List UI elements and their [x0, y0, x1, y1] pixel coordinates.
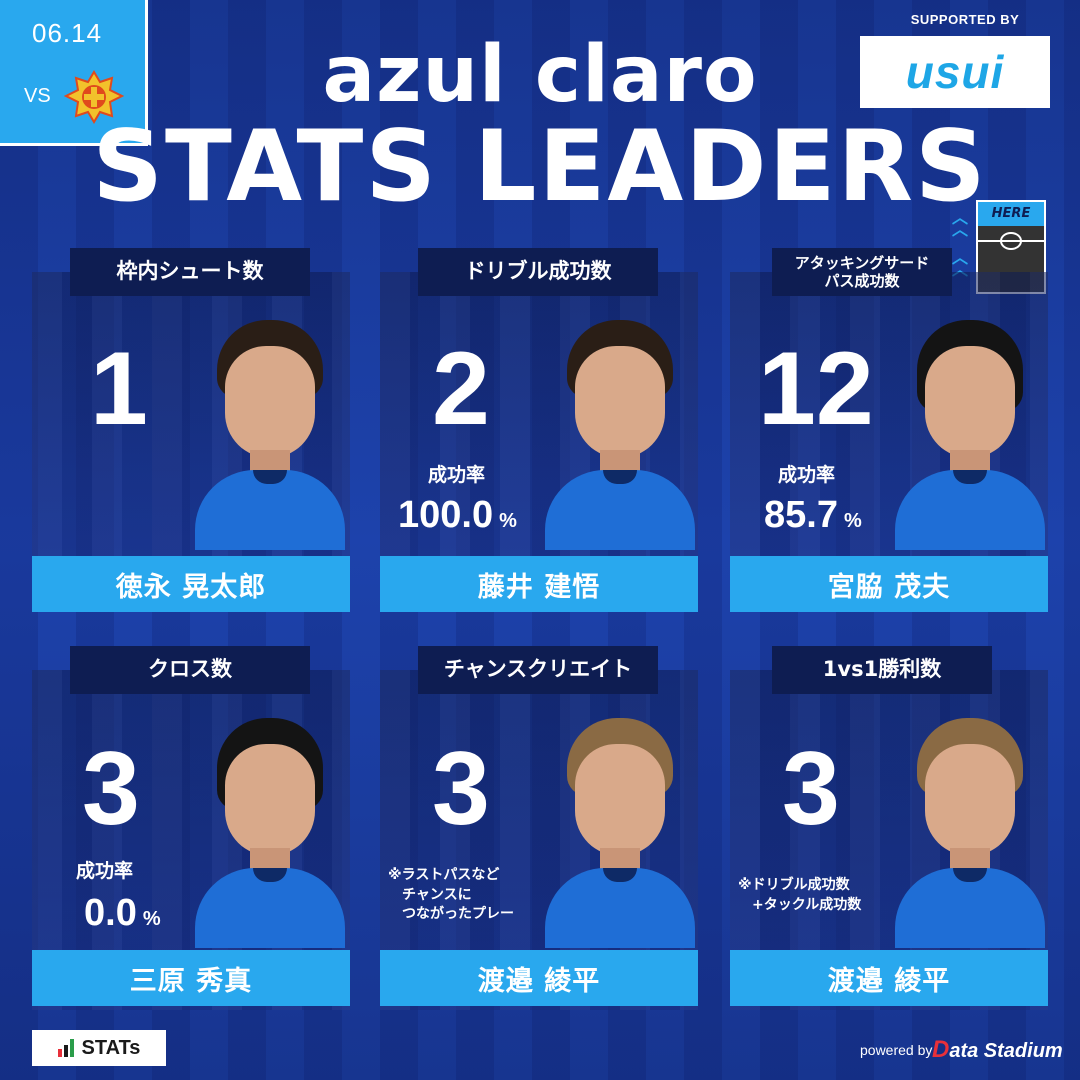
stat-category: ドリブル成功数 [418, 248, 658, 296]
player-photo [545, 718, 695, 948]
opponent-emblem-icon [64, 70, 124, 124]
stat-category: アタッキングサード パス成功数 [772, 248, 952, 296]
stat-category: チャンスクリエイト [418, 646, 658, 694]
pitch-circle [1000, 232, 1022, 250]
data-stadium-logo: Data Stadium [932, 1036, 1063, 1063]
stat-value: 3 [782, 731, 840, 847]
stat-category: クロス数 [70, 646, 310, 694]
sponsor-logo: usui [905, 46, 1005, 98]
player-name: 徳永 晃太郎 [32, 556, 350, 612]
match-info-box: 06.14 VS [0, 0, 148, 146]
stats-label: STATs [81, 1036, 141, 1059]
stat-value: 3 [432, 731, 490, 847]
player-name: 渡邉 綾平 [730, 950, 1048, 1006]
title-azul-claro: azul claro [322, 30, 758, 120]
success-rate-label: 成功率 [76, 860, 134, 882]
stat-category: 枠内シュート数 [70, 248, 310, 296]
chevron-up-icon: ︿ ︿ [952, 208, 969, 239]
player-photo [895, 320, 1045, 550]
stat-value: 12 [758, 331, 874, 447]
player-photo [195, 718, 345, 948]
stat-category: 1vs1勝利数 [772, 646, 992, 694]
player-photo [195, 320, 345, 550]
player-name: 渡邉 綾平 [380, 950, 698, 1006]
player-name: 宮脇 茂夫 [730, 556, 1048, 612]
here-label: HERE [978, 202, 1044, 226]
title-stats-leaders: STATS LEADERS [92, 110, 988, 224]
success-rate-value: 100.0% [398, 494, 517, 536]
match-date: 06.14 [32, 18, 103, 48]
success-rate-value: 85.7% [764, 494, 862, 536]
sponsor-label: SUPPORTED BY [910, 12, 1020, 27]
player-photo [545, 320, 695, 550]
j-stats-mark-icon [57, 1039, 74, 1057]
stat-note: ※ラストパスなど チャンスに つながったプレー [388, 867, 514, 923]
powered-by-label: powered by [860, 1042, 933, 1058]
success-rate-value: 0.0% [84, 892, 161, 934]
player-photo [895, 718, 1045, 948]
success-rate-label: 成功率 [778, 464, 836, 486]
sponsor-logo-box: usui [860, 36, 1050, 108]
stat-value: 3 [82, 731, 140, 847]
match-vs: VS [24, 85, 51, 107]
success-rate-label: 成功率 [428, 464, 486, 486]
player-name: 藤井 建悟 [380, 556, 698, 612]
stat-note: ※ドリブル成功数 +タックル成功数 [738, 877, 862, 913]
j-stats-logo: STATs [32, 1030, 166, 1066]
stat-value: 1 [90, 331, 148, 447]
stat-value: 2 [432, 331, 490, 447]
player-name: 三原 秀真 [32, 950, 350, 1006]
